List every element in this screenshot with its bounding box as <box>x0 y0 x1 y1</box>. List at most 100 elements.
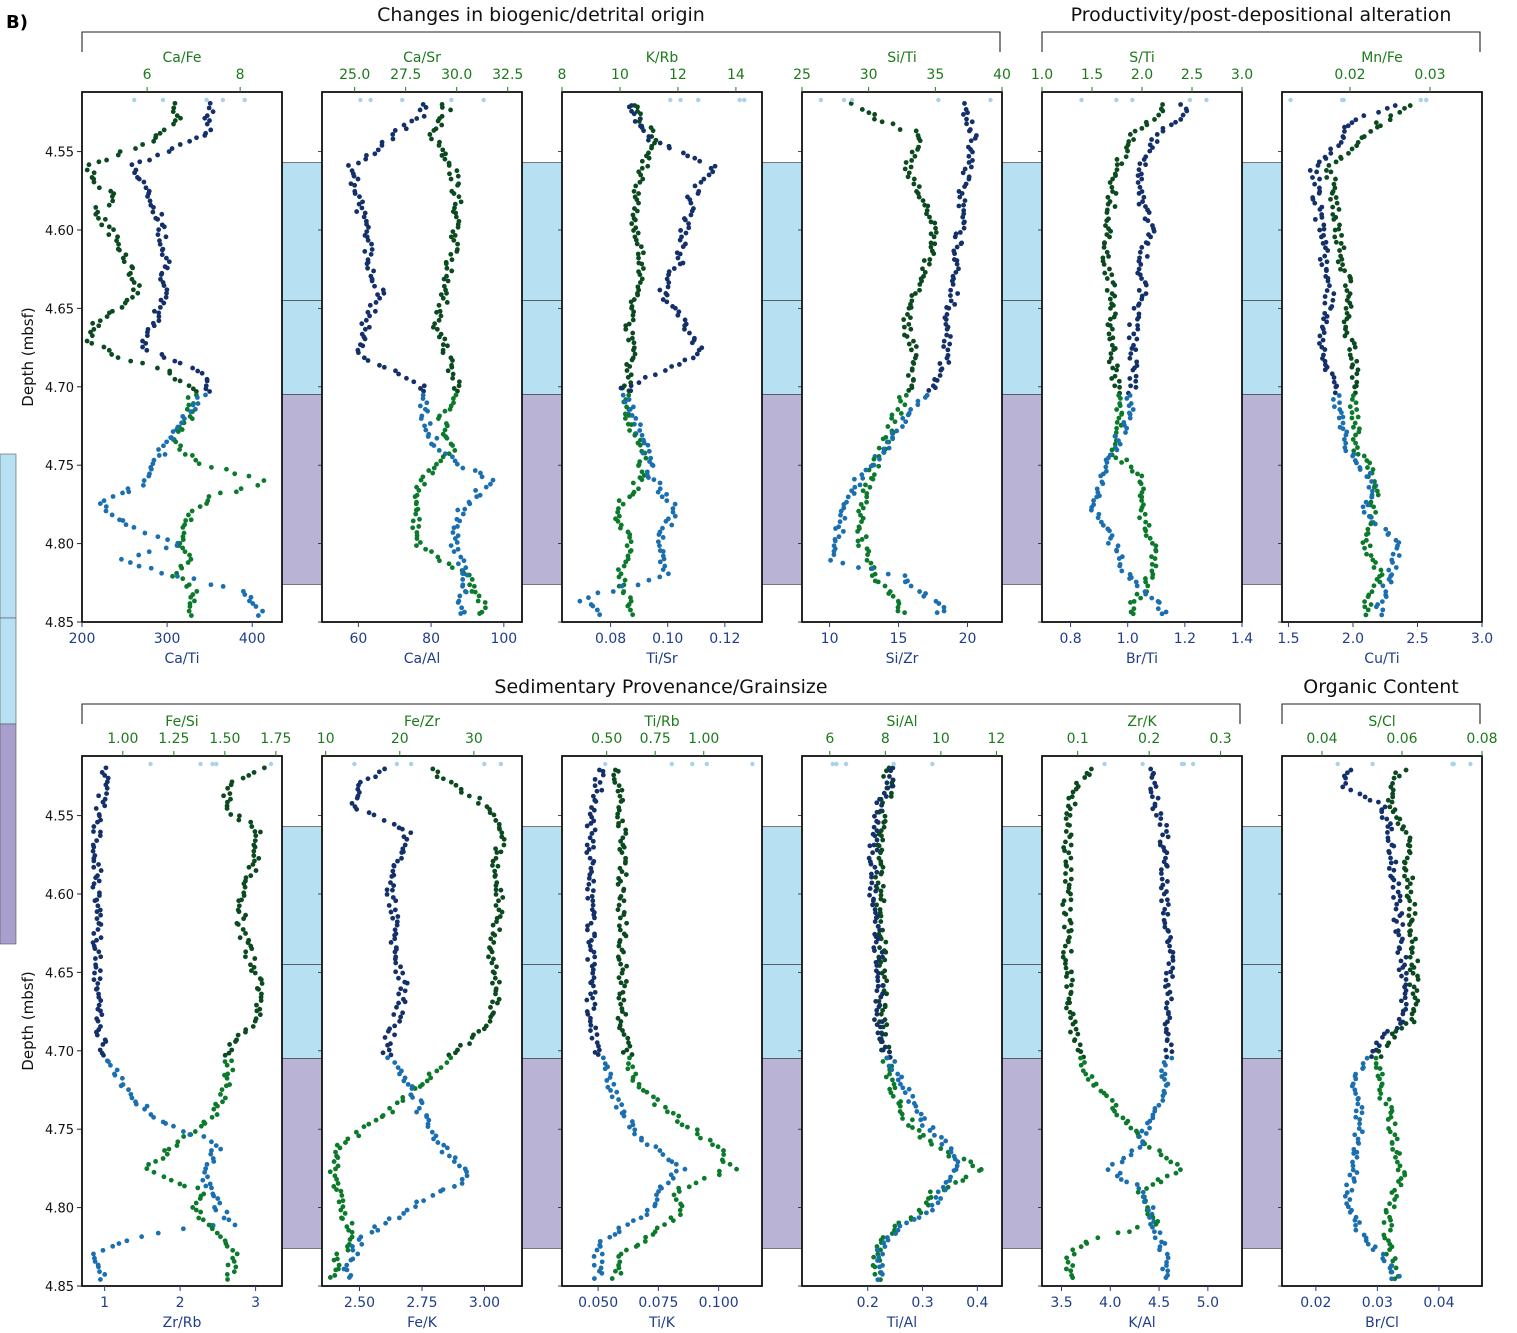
data-point-green <box>933 230 939 235</box>
data-point-green <box>927 261 932 267</box>
data-point-blue <box>392 927 398 933</box>
data-point-green <box>615 788 621 794</box>
data-point-green <box>209 1226 215 1232</box>
data-point-green <box>874 902 879 908</box>
data-point-green <box>338 1188 344 1194</box>
data-point-green <box>214 1230 220 1236</box>
data-point-blue <box>1331 375 1337 380</box>
data-point-blue <box>391 863 397 869</box>
data-point-green <box>1104 276 1110 281</box>
data-point-blue <box>938 367 944 373</box>
data-point-green <box>1342 333 1348 339</box>
data-point-green <box>621 997 627 1003</box>
data-point-green <box>444 265 450 271</box>
data-point-blue <box>1164 1054 1170 1060</box>
data-point-green <box>895 407 901 412</box>
data-point-green <box>248 873 254 879</box>
data-point-blue <box>423 427 429 433</box>
data-point-blue <box>355 1251 361 1257</box>
data-point-blue <box>926 388 932 393</box>
data-point-green <box>710 1142 715 1148</box>
data-point-green <box>1066 795 1072 801</box>
data-point-blue <box>391 821 397 827</box>
data-point-green <box>1342 268 1348 274</box>
data-point-blue <box>232 1222 238 1228</box>
data-point-blue <box>1369 488 1375 494</box>
data-point-green <box>1371 565 1377 570</box>
data-point-blue <box>448 543 454 549</box>
data-point-blue <box>1317 185 1322 191</box>
top-tick-label: 10 <box>611 67 629 83</box>
data-point-green <box>440 295 446 301</box>
data-point-blue <box>657 559 663 565</box>
data-point-green <box>1108 228 1114 234</box>
data-point-green <box>493 818 499 823</box>
data-point-green <box>1109 184 1115 190</box>
data-point-green <box>632 432 638 438</box>
data-point-blue <box>474 494 480 500</box>
data-point-green <box>193 389 199 394</box>
data-point-blue <box>1360 504 1366 510</box>
data-point-blue <box>1397 946 1403 952</box>
y-tick-label: 4.60 <box>45 224 74 239</box>
panel-frame <box>1281 91 1483 623</box>
data-point-green <box>1164 1173 1170 1179</box>
data-point-blue <box>669 1159 675 1165</box>
data-point-green <box>911 361 917 366</box>
data-point-blue <box>1127 415 1133 421</box>
data-point-green <box>1111 347 1117 353</box>
data-point-green <box>1134 591 1140 597</box>
data-point-blue <box>1324 268 1329 274</box>
data-point-green <box>218 1234 223 1240</box>
data-point-green <box>99 222 105 228</box>
data-point-green <box>477 795 483 801</box>
data-point-blue <box>164 290 169 296</box>
data-point-green <box>883 1031 889 1037</box>
data-point-blue <box>419 1100 425 1106</box>
data-point-green <box>343 1140 348 1145</box>
data-point-green <box>471 583 477 589</box>
data-point-green <box>1372 484 1377 490</box>
data-point-blue <box>689 340 695 346</box>
data-point-green <box>1117 403 1123 409</box>
data-point-blue <box>357 194 362 200</box>
data-point-blue <box>1135 173 1141 178</box>
data-point-blue <box>695 191 701 196</box>
data-point-blue <box>588 1022 594 1028</box>
data-point-green <box>615 509 621 515</box>
data-point-blue <box>131 525 137 530</box>
data-point-green <box>641 266 646 271</box>
data-point-green <box>430 766 436 772</box>
data-point-green <box>1150 575 1155 580</box>
data-point-blue <box>97 976 103 982</box>
data-point-green <box>1393 1265 1399 1271</box>
data-point-blue <box>964 116 969 122</box>
data-point-green <box>135 290 141 296</box>
data-point-green <box>635 292 641 298</box>
data-point-blue <box>393 960 399 966</box>
data-point-blue <box>1349 1187 1355 1193</box>
data-point-green <box>623 326 629 332</box>
data-point-blue <box>371 268 376 274</box>
data-point-green <box>180 576 186 582</box>
data-point-green <box>920 266 925 272</box>
data-point-green <box>928 240 934 246</box>
data-point-green <box>222 1052 228 1058</box>
data-point-blue <box>966 176 972 182</box>
data-point-green <box>472 589 478 595</box>
data-point-green <box>131 280 137 285</box>
data-point-blue <box>591 983 596 989</box>
data-point-blue <box>943 1138 949 1144</box>
data-point-green <box>236 817 242 823</box>
data-point-blue <box>596 1043 601 1049</box>
data-point-green <box>623 1011 629 1017</box>
data-point-blue <box>660 549 666 554</box>
data-point-blue <box>633 416 639 421</box>
data-point-blue <box>916 1215 922 1220</box>
data-point-blue <box>872 1017 877 1023</box>
data-point-blue <box>1117 441 1123 447</box>
data-point-blue <box>629 413 635 418</box>
data-point-green <box>913 344 919 349</box>
data-point-green <box>438 292 444 298</box>
data-point-blue <box>348 181 354 187</box>
